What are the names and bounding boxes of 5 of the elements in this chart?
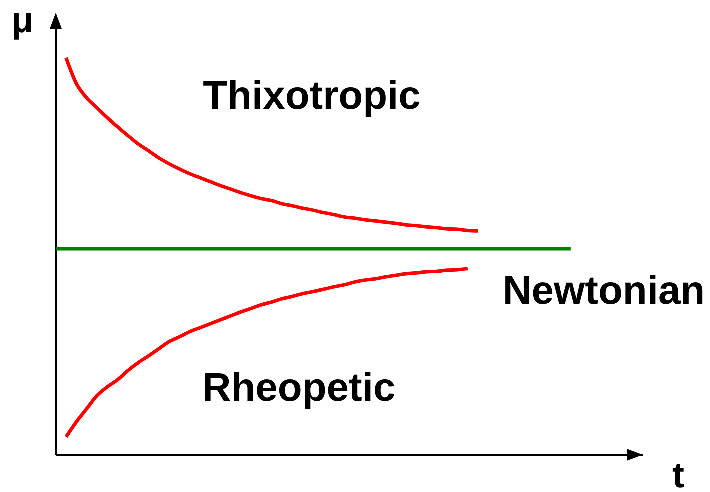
y-axis-title: μ xyxy=(11,0,34,40)
series-label: Newtonian xyxy=(502,269,706,313)
x-axis-title: t xyxy=(672,454,684,492)
series-label: Thixotropic xyxy=(203,74,421,118)
series-label: Rheopetic xyxy=(202,366,396,410)
